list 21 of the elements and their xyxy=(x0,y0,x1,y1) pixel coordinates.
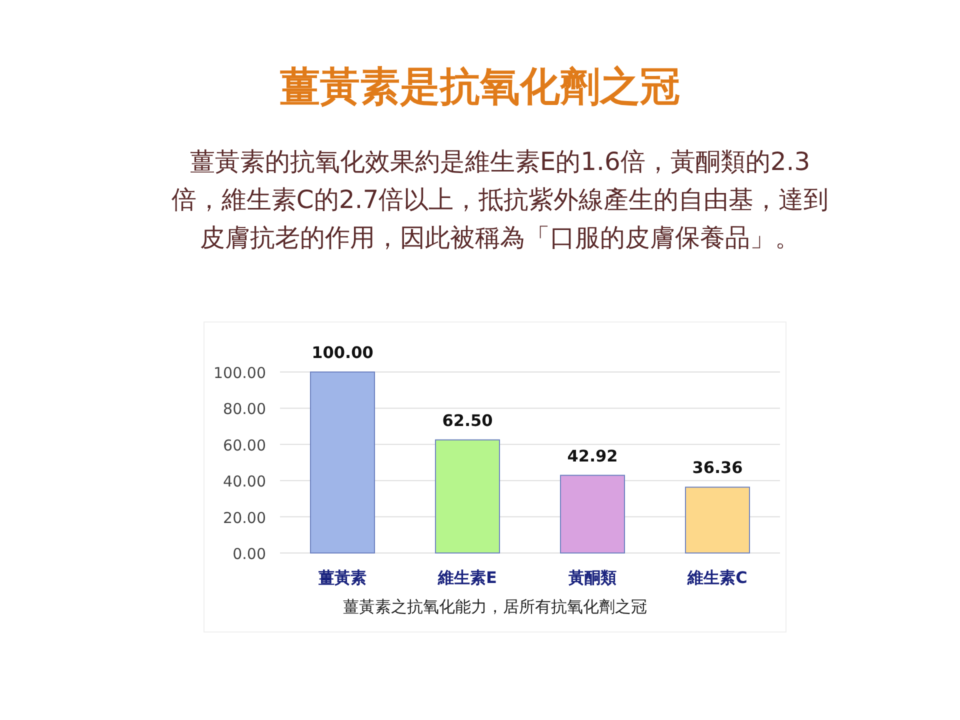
x-tick-label: 薑黃素 xyxy=(318,568,366,587)
y-tick-label: 0.00 xyxy=(232,545,266,563)
data-label: 62.50 xyxy=(442,410,493,430)
data-label: 100.00 xyxy=(312,343,374,362)
bar xyxy=(310,372,375,554)
x-tick-label: 維生素E xyxy=(437,568,497,587)
data-label: 42.92 xyxy=(567,446,618,466)
y-tick-label: 80.00 xyxy=(223,400,266,418)
data-label: 36.36 xyxy=(692,458,743,478)
bar xyxy=(560,474,625,554)
chart-title: 薑黃素是抗氧化劑之冠 xyxy=(280,64,680,110)
text: 薑黃素之抗氧化能力，居所有抗氧化劑之冠 xyxy=(343,597,647,616)
bar xyxy=(685,486,750,554)
bar xyxy=(435,439,500,554)
chart-subtitle: 薑黃素的抗氧化效果約是維生素E的1.6倍，黃酮類的2.3倍，維生素C的2.7倍以上，抵抗紫外線產生的自由基，達到皮膚抗老的作用，因此被稱為「口服的皮膚保養品」。 xyxy=(170,146,830,254)
x-tick-label: 黃酮類 xyxy=(568,568,616,587)
y-tick-label: 60.00 xyxy=(223,436,266,454)
x-tick-label: 維生素C xyxy=(686,568,748,587)
y-tick-label: 40.00 xyxy=(223,472,266,491)
y-tick-label: 100.00 xyxy=(214,364,266,382)
y-tick-label: 20.00 xyxy=(223,508,266,527)
